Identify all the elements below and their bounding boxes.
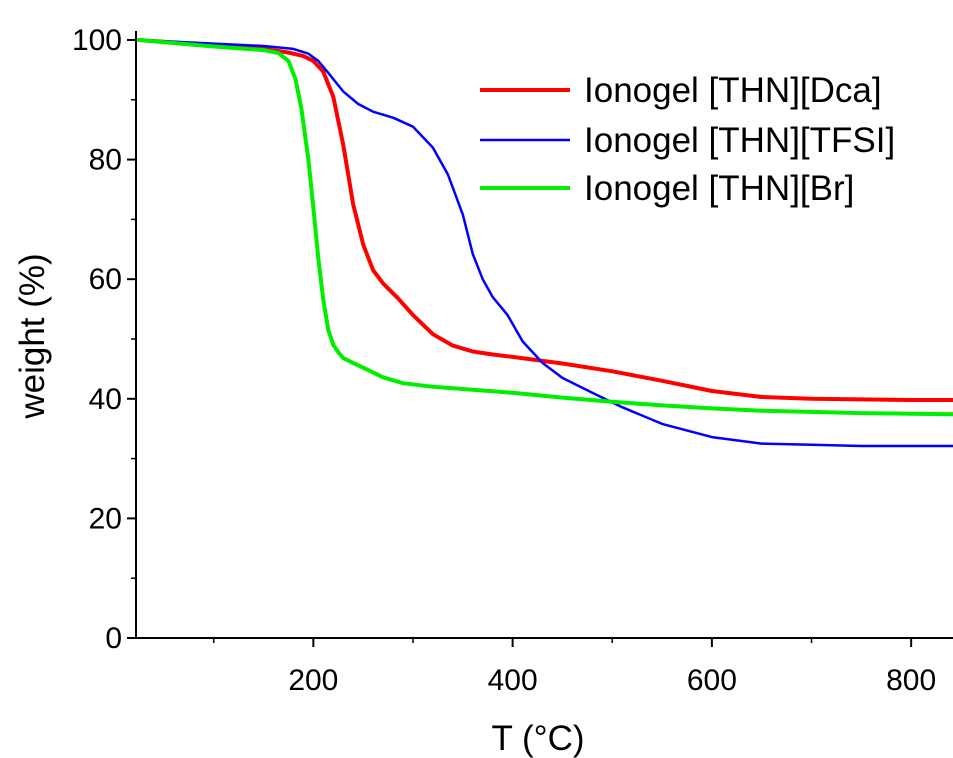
y-tick-label: 20 [89,502,122,535]
legend-label-1: Ionogel [THN][Dca] [584,71,882,110]
x-tick-label: 400 [488,664,538,697]
series-line-3 [137,38,953,417]
y-tick-label: 80 [89,144,122,177]
legend-label-3: Ionogel [THN][Br] [584,169,854,208]
y-tick-label: 60 [89,263,122,296]
plot-area: 200 400 600 800 0 20 40 60 80 100 [72,24,953,697]
y-axis-title: weight (%) [13,253,52,419]
legend: Ionogel [THN][Dca] Ionogel [THN][TFSI] Ion… [480,71,895,208]
ticks: 200 400 600 800 0 20 40 60 80 100 [72,24,936,697]
x-tick-label: 600 [687,664,737,697]
y-tick-label: 100 [72,24,122,57]
y-tick-label: 40 [89,383,122,416]
y-tick-label: 0 [105,622,122,655]
series-line-1 [137,38,953,402]
legend-label-2: Ionogel [THN][TFSI] [584,121,895,160]
series-line-2 [137,38,953,448]
series-lines [137,38,953,448]
x-axis-title: T (°C) [491,719,584,758]
x-tick-label: 800 [886,664,936,697]
x-tick-label: 200 [288,664,338,697]
